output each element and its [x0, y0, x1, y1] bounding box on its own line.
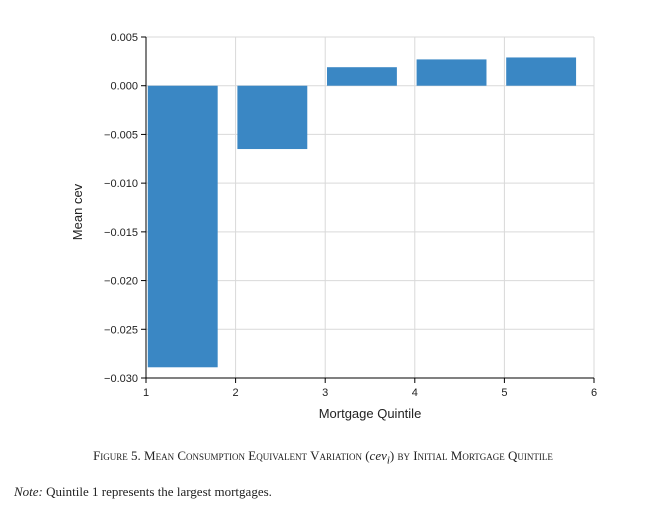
- y-tick-label: 0.000: [110, 81, 138, 93]
- figure-caption: Figure 5. Mean Consumption Equivalent Va…: [0, 448, 646, 467]
- bar: [237, 85, 308, 150]
- bar-chart: 0.005 0.000 −0.005 −0.010 −0.015 −0.020 −0.025…: [70, 32, 597, 421]
- bar: [506, 57, 577, 86]
- bars: [147, 57, 577, 368]
- x-tick-label: 6: [591, 387, 597, 399]
- y-tick-label: −0.025: [104, 324, 138, 336]
- x-axis-title: Mortgage Quintile: [319, 406, 422, 421]
- y-tick-label: −0.030: [104, 373, 138, 385]
- x-tick-label: 1: [143, 387, 149, 399]
- y-tick-label: −0.010: [104, 178, 138, 190]
- y-axis-ticks: 0.005 0.000 −0.005 −0.010 −0.015 −0.020 −0.025…: [104, 32, 146, 385]
- caption-cev-subscript: i: [386, 454, 390, 467]
- note-text: Quintile 1 represents the largest mortga…: [42, 484, 272, 499]
- caption-suffix: ) by Initial Mortgage Quintile: [389, 448, 553, 463]
- caption-cev: cev: [369, 448, 387, 463]
- gridlines: [145, 36, 595, 379]
- y-axis-title: Mean cev: [70, 183, 85, 240]
- bar: [326, 67, 397, 86]
- bar: [416, 59, 487, 86]
- note-label: Note:: [14, 484, 43, 499]
- y-tick-label: −0.020: [104, 276, 138, 288]
- axes: [145, 37, 594, 379]
- figure-note: Note: Quintile 1 represents the largest …: [14, 484, 272, 500]
- y-tick-label: 0.005: [110, 32, 138, 44]
- y-tick-label: −0.005: [104, 129, 138, 141]
- x-axis-ticks: 1 2 3 4 5 6: [143, 378, 597, 399]
- y-tick-label: −0.015: [104, 227, 138, 239]
- x-tick-label: 2: [233, 387, 239, 399]
- bar: [147, 85, 218, 368]
- x-tick-label: 4: [412, 387, 418, 399]
- x-tick-label: 5: [501, 387, 507, 399]
- x-tick-label: 3: [322, 387, 328, 399]
- caption-prefix: Figure 5. Mean Consumption Equivalent Va…: [93, 448, 370, 463]
